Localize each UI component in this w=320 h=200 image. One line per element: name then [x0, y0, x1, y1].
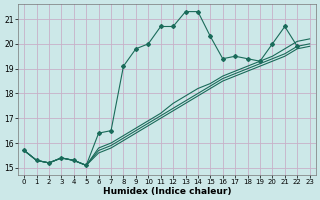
X-axis label: Humidex (Indice chaleur): Humidex (Indice chaleur) [103, 187, 231, 196]
